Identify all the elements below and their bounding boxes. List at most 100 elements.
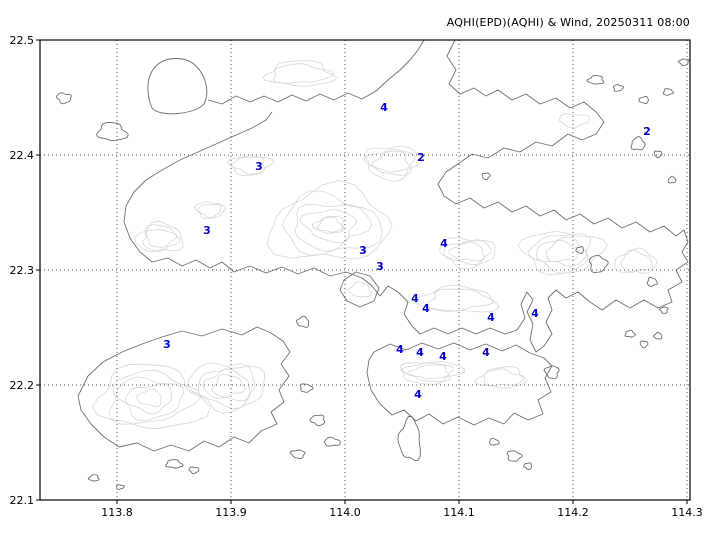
terrain-contour-ring	[425, 288, 494, 312]
y-tick-label: 22.5	[10, 34, 35, 47]
island-outline	[115, 484, 125, 490]
island-outline	[677, 58, 690, 66]
island-outline	[323, 436, 341, 447]
terrain-contour-ring	[108, 369, 202, 425]
terrain-contour-ring	[144, 229, 178, 248]
island-outline	[56, 92, 72, 105]
island-outline	[646, 276, 658, 287]
terrain-contour-ring	[134, 220, 184, 253]
coastline-path	[207, 39, 425, 105]
terrain-contour-ring	[363, 145, 423, 182]
terrain-contour-ring	[91, 363, 211, 430]
station-aqhi-value: 4	[416, 346, 424, 359]
station-aqhi-value: 2	[643, 125, 651, 138]
island-outline	[165, 459, 184, 469]
island-outline	[188, 466, 200, 475]
x-tick-label: 114.1	[443, 506, 475, 519]
terrain-contour-ring	[136, 388, 162, 408]
x-tick-label: 114.2	[557, 506, 589, 519]
terrain-contour-ring	[262, 60, 338, 87]
island-outline	[397, 416, 421, 461]
terrain-contour-ring	[266, 180, 393, 260]
terrain-contour-ring	[400, 362, 455, 383]
station-aqhi-value: 3	[255, 160, 263, 173]
terrain-contour-ring	[558, 113, 590, 129]
island-outline	[575, 246, 585, 255]
island-outline	[667, 175, 677, 184]
island-outline	[95, 122, 129, 142]
terrain-contour-ring	[413, 284, 500, 313]
x-tick-label: 113.9	[215, 506, 247, 519]
station-aqhi-value: 4	[482, 346, 490, 359]
island-outline	[523, 462, 533, 471]
island-outline	[309, 414, 326, 427]
y-tick-label: 22.3	[10, 264, 35, 277]
island-outline	[639, 340, 649, 349]
x-tick-label: 114.0	[329, 506, 361, 519]
terrain-contour-ring	[211, 374, 246, 398]
x-tick-label: 113.8	[101, 506, 133, 519]
station-aqhi-value: 4	[396, 343, 404, 356]
y-tick-label: 22.1	[10, 494, 35, 507]
station-aqhi-value: 4	[414, 388, 422, 401]
island-outline	[586, 75, 605, 85]
terrain-contour-ring	[483, 368, 526, 386]
coastline-path	[123, 39, 689, 353]
island-outline	[296, 315, 309, 328]
station-aqhi-value: 4	[487, 311, 495, 324]
coastline-path	[77, 326, 291, 452]
terrain-contour-ring	[620, 249, 654, 274]
terrain-contour-ring	[311, 215, 345, 234]
chart-title: AQHI(EPD)(AQHI) & Wind, 20250311 08:00	[446, 16, 690, 29]
terrain-contour-ring	[125, 383, 173, 415]
island-outline	[662, 88, 675, 96]
station-aqhi-value: 4	[531, 307, 539, 320]
terrain-contour-ring	[226, 155, 275, 176]
terrain-contour-ring	[399, 361, 466, 385]
island-outline	[652, 332, 663, 340]
terrain-contour-ring	[142, 224, 181, 252]
station-aqhi-value: 4	[440, 237, 448, 250]
station-aqhi-value: 4	[422, 302, 430, 315]
station-aqhi-value: 4	[439, 350, 447, 363]
station-aqhi-value: 4	[411, 292, 419, 305]
coastline-path	[147, 58, 208, 115]
x-tick-label: 114.3	[671, 506, 703, 519]
island-outline	[299, 383, 314, 393]
island-outline	[630, 136, 646, 151]
terrain-contour-ring	[196, 202, 222, 218]
terrain-contour-ring	[371, 150, 410, 173]
terrain-contour-ring	[443, 239, 492, 266]
coastline-path	[339, 271, 380, 308]
terrain-contour-ring	[474, 366, 528, 389]
terrain-contour-ring	[194, 201, 227, 219]
island-outline	[87, 474, 100, 482]
island-outline	[638, 96, 649, 104]
y-tick-label: 22.2	[10, 379, 35, 392]
station-aqhi-value: 3	[376, 260, 384, 273]
island-outline	[659, 306, 669, 314]
island-outline	[543, 365, 560, 380]
terrain-contour-ring	[517, 231, 608, 275]
terrain-contour-ring	[448, 241, 485, 262]
terrain-contour-ring	[187, 362, 266, 414]
y-tick-label: 22.4	[10, 149, 35, 162]
terrain-contour-ring	[299, 208, 358, 244]
island-outline	[588, 254, 609, 273]
terrain-contour-ring	[535, 236, 587, 267]
terrain-contour-ring	[614, 247, 658, 274]
island-outline	[289, 449, 306, 460]
terrain-contour-ring	[527, 233, 591, 274]
station-aqhi-value: 2	[417, 151, 425, 164]
terrain-contour-ring	[363, 148, 416, 176]
station-aqhi-value: 3	[359, 244, 367, 257]
island-outline	[506, 450, 523, 462]
island-outline	[488, 437, 500, 446]
terrain-contour-ring	[545, 239, 579, 263]
terrain-contour-ring	[406, 364, 449, 379]
terrain-contour-ring	[197, 363, 256, 410]
terrain-contour-ring	[202, 368, 251, 402]
coastline-path	[366, 342, 553, 426]
